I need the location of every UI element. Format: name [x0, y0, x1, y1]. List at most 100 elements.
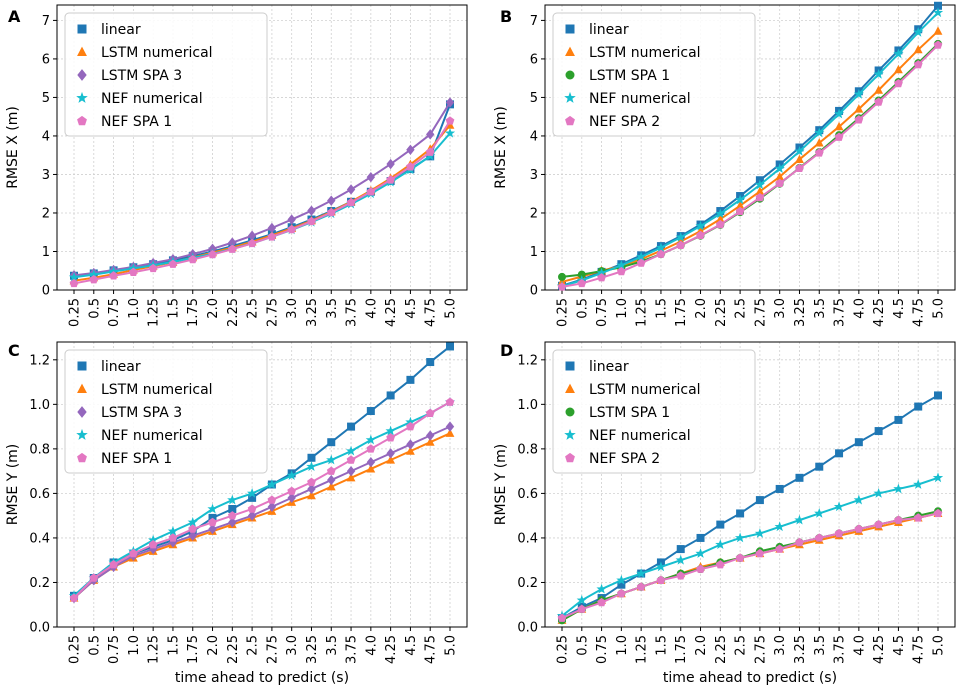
panel-d: D 0.0 0.2 0.4 0.6 0.8 1.0 1.2 0.25 0.5 0.75 1.0 1.25…: [493, 341, 956, 686]
data-point: [735, 206, 745, 216]
x-tick-label: 0.5: [575, 635, 590, 656]
data-point: [366, 444, 376, 453]
x-tick-label: 4.5: [892, 298, 907, 319]
x-tick-label: 2.5: [246, 298, 261, 319]
legend-label: NEF numerical: [101, 428, 203, 444]
y-tick-label: 1.0: [517, 398, 538, 413]
x-tick-label: 5.0: [932, 298, 947, 319]
data-point: [933, 508, 943, 518]
data-point: [405, 416, 416, 427]
data-point: [933, 40, 943, 49]
data-point: [577, 604, 587, 613]
legend-marker: [77, 115, 87, 126]
data-point: [386, 448, 395, 459]
data-point: [366, 187, 376, 196]
x-tick-label: 4.75: [424, 298, 439, 327]
y-tick-label: 4: [42, 129, 50, 144]
x-tick-label: 0.25: [556, 635, 571, 664]
data-point: [715, 219, 725, 229]
data-point: [366, 464, 376, 473]
data-point: [774, 163, 785, 174]
x-tick-label: 2.5: [734, 298, 749, 319]
data-point: [247, 238, 257, 248]
series-line: [73, 132, 451, 279]
data-point: [894, 415, 903, 424]
x-tick-label: 5.0: [444, 298, 459, 319]
x-tick-label: 4.25: [384, 635, 399, 664]
data-point: [346, 197, 356, 207]
x-tick-label: 2.5: [734, 635, 749, 656]
data-point: [577, 278, 587, 288]
data-point: [874, 427, 883, 436]
panel-letter: C: [8, 341, 20, 360]
data-point: [675, 554, 686, 565]
legend-marker: [77, 383, 87, 394]
data-point: [853, 88, 864, 99]
data-point: [636, 251, 647, 262]
y-tick-label: 6: [42, 52, 50, 67]
data-point: [128, 267, 138, 277]
data-point: [617, 580, 626, 589]
x-tick-label: 1.75: [186, 298, 201, 327]
data-point: [446, 342, 454, 351]
legend-label: LSTM numerical: [589, 45, 701, 61]
y-axis-label: RMSE X (m): [493, 106, 509, 189]
data-point: [128, 548, 138, 558]
data-point: [735, 200, 745, 210]
data-point: [246, 488, 258, 498]
data-point: [327, 474, 336, 486]
data-point: [755, 548, 765, 558]
data-point: [148, 534, 159, 545]
y-tick-label: 5: [42, 91, 50, 106]
data-point: [69, 593, 79, 602]
legend-marker: [77, 46, 87, 57]
data-point: [616, 574, 627, 585]
data-point: [307, 483, 316, 495]
x-tick-label: 3.75: [833, 298, 848, 327]
legend-label: linear: [589, 22, 629, 38]
legend-label: LSTM numerical: [589, 382, 701, 398]
data-point: [168, 533, 178, 542]
x-tick-label: 4.0: [364, 635, 379, 656]
plot-frame: [544, 341, 956, 628]
data-point: [68, 271, 80, 282]
x-tick-label: 1.25: [635, 298, 650, 327]
y-tick-label: 0: [530, 284, 538, 299]
x-tick-label: 4.0: [364, 298, 379, 319]
data-point: [695, 220, 706, 231]
data-point: [109, 560, 118, 569]
data-point: [345, 445, 357, 456]
data-point: [247, 230, 257, 241]
x-tick-label: 0.5: [87, 298, 102, 319]
data-point: [795, 537, 804, 547]
data-point: [287, 486, 297, 495]
series-nef-spa-1: [69, 397, 455, 602]
x-tick-label: 0.5: [87, 635, 102, 656]
data-point: [616, 266, 626, 276]
data-point: [445, 428, 455, 437]
x-tick-label: 2.75: [265, 635, 280, 664]
data-point: [913, 513, 923, 522]
data-point: [934, 1, 942, 10]
data-point: [365, 434, 376, 445]
data-point: [557, 613, 567, 622]
data-point: [425, 147, 435, 156]
legend-label: LSTM SPA 1: [589, 405, 670, 421]
legend-marker: [565, 70, 575, 80]
data-point: [89, 275, 99, 284]
x-tick-label: 5.0: [932, 635, 947, 656]
data-point: [874, 519, 884, 529]
legend-marker: [76, 428, 88, 440]
data-point: [228, 504, 237, 513]
data-point: [814, 138, 824, 147]
data-point: [426, 129, 435, 140]
data-point: [366, 407, 375, 416]
x-tick-label: 1.0: [127, 635, 142, 656]
data-point: [577, 270, 586, 279]
data-point: [227, 244, 237, 253]
panel-b: B 0 1 2 3 4 5 6 7 0.25 0.5 0.75 1.0 1.25 1.5 1.75 2.0 2.2…: [493, 1, 956, 327]
data-point: [445, 97, 455, 108]
legend-marker: [565, 452, 575, 463]
plot-frame: [56, 4, 468, 291]
series-nef-numerical: [556, 472, 944, 621]
